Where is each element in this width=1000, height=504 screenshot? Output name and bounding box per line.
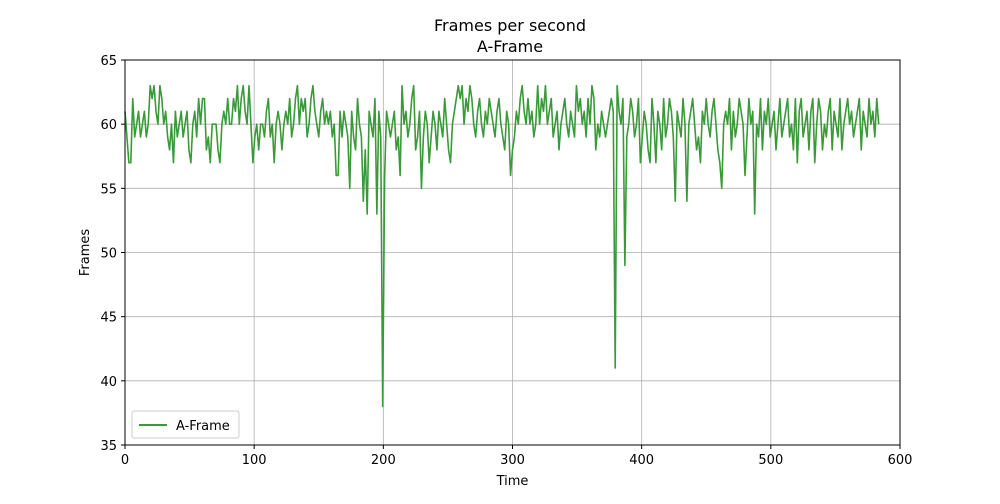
chart-title: Frames per second xyxy=(434,16,586,35)
grid xyxy=(124,59,901,446)
y-tick-label: 40 xyxy=(100,375,117,390)
x-tick-label: 200 xyxy=(371,453,396,468)
x-tick-label: 100 xyxy=(242,453,267,468)
y-tick-label: 50 xyxy=(100,247,117,262)
x-axis: 0 100 200 300 400 500 600 xyxy=(121,445,913,468)
x-tick-label: 600 xyxy=(888,453,913,468)
y-axis-label: Frames xyxy=(78,229,93,277)
legend-label: A-Frame xyxy=(176,419,230,434)
x-tick-label: 400 xyxy=(629,453,654,468)
y-tick-label: 55 xyxy=(100,182,117,197)
legend-box xyxy=(131,410,240,439)
chart-subtitle: A-Frame xyxy=(477,37,543,56)
y-tick-label: 65 xyxy=(100,54,117,69)
x-tick-label: 300 xyxy=(500,453,525,468)
y-tick-label: 60 xyxy=(100,118,117,133)
y-axis: 35 40 45 50 55 60 65 xyxy=(100,54,125,454)
legend: A-Frame xyxy=(131,410,240,439)
x-tick-label: 0 xyxy=(121,453,129,468)
series-layer xyxy=(124,84,880,408)
y-tick-label: 35 xyxy=(100,439,117,454)
y-tick-label: 45 xyxy=(100,311,117,326)
x-tick-label: 500 xyxy=(758,453,783,468)
series-line-a-frame xyxy=(124,84,880,408)
x-axis-label: Time xyxy=(496,474,529,489)
